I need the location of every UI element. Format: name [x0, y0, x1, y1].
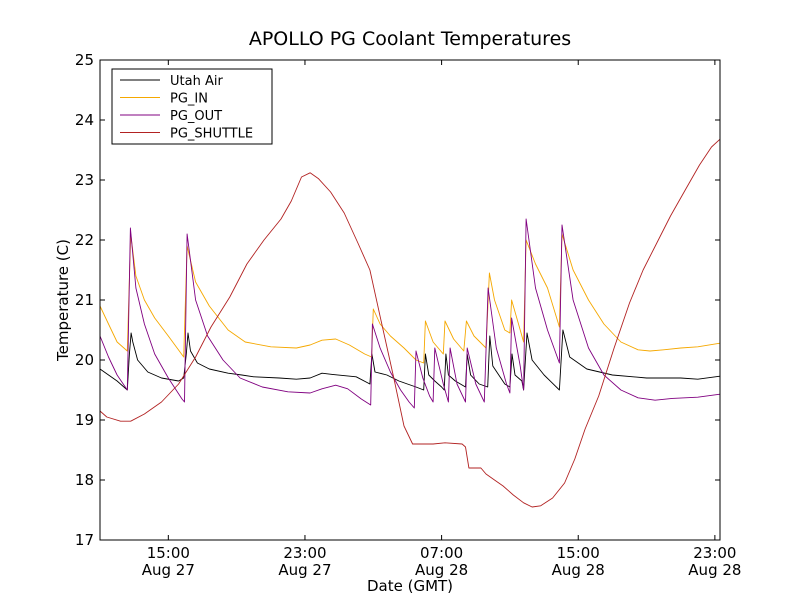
legend: Utah Air PG_IN PG_OUT PG_SHUTTLE — [111, 68, 273, 145]
legend-label: PG_IN — [170, 92, 208, 107]
x-tick-label-time: 15:00 — [147, 544, 190, 562]
x-tick-label-date: Aug 27 — [278, 561, 331, 579]
y-tick-label: 18 — [75, 471, 94, 489]
x-tick-label-date: Aug 28 — [552, 561, 605, 579]
legend-label: PG_OUT — [170, 109, 222, 124]
series-line-pg-out — [99, 218, 721, 409]
series-layer — [99, 138, 721, 508]
y-tick-label: 24 — [75, 111, 94, 129]
y-tick-label: 23 — [75, 171, 94, 189]
legend-box — [111, 68, 273, 145]
y-tick-label: 21 — [75, 291, 94, 309]
legend-label: PG_SHUTTLE — [170, 127, 253, 142]
x-tick-label-time: 15:00 — [557, 544, 600, 562]
y-tick-label: 19 — [75, 411, 94, 429]
plot-frame — [99, 59, 721, 541]
x-tick-label-time: 23:00 — [283, 544, 326, 562]
x-tick-label-date: Aug 28 — [415, 561, 468, 579]
y-tick-label: 25 — [75, 51, 94, 69]
x-tick-label-date: Aug 27 — [142, 561, 195, 579]
chart-title: APOLLO PG Coolant Temperatures — [249, 28, 571, 50]
series-line-utah-air — [99, 329, 721, 391]
y-tick-label: 22 — [75, 231, 94, 249]
x-tick-label-time: 23:00 — [693, 544, 736, 562]
x-axis-label: Date (GMT) — [367, 577, 453, 595]
series-line-pg-shuttle — [99, 138, 721, 508]
y-tick-label: 17 — [75, 531, 94, 549]
legend-label: Utah Air — [170, 74, 223, 89]
x-tick-label-date: Aug 28 — [688, 561, 741, 579]
y-tick-label: 20 — [75, 351, 94, 369]
x-tick-label-time: 07:00 — [420, 544, 463, 562]
y-axis-label: Temperature (C) — [54, 239, 72, 362]
